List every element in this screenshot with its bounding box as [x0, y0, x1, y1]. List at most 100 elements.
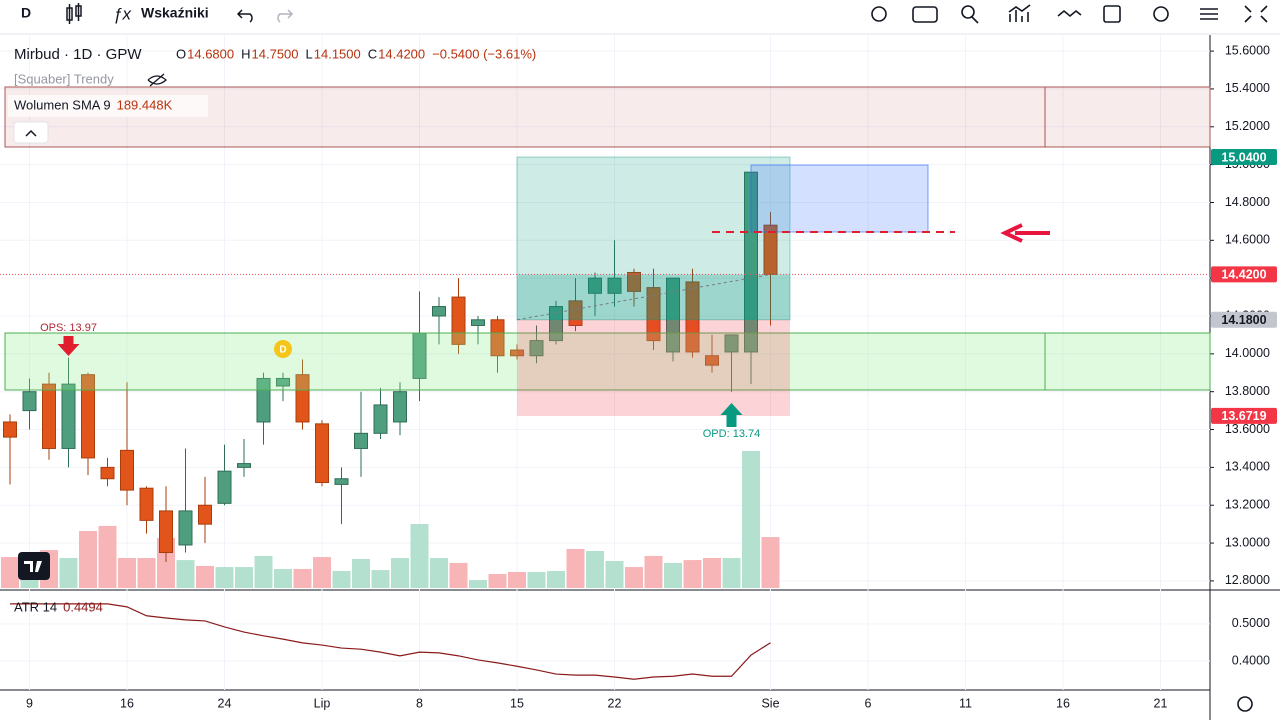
ohlc-change: −0.5400 (−3.61%) — [432, 46, 536, 61]
settings-gear[interactable] — [1237, 696, 1253, 712]
candle-body — [256, 377, 271, 423]
collapse-button[interactable] — [13, 121, 49, 144]
x-tick-label: 21 — [1154, 696, 1168, 710]
price-label-bg — [1211, 149, 1277, 166]
settings-icon[interactable] — [871, 6, 887, 22]
candle-body — [120, 449, 134, 491]
x-tick-label: 8 — [416, 696, 423, 710]
position-loss — [517, 319, 790, 416]
hidden-icon — [147, 73, 167, 87]
volume-bar — [703, 557, 721, 588]
save-icon[interactable] — [1103, 5, 1121, 23]
bars-style-icon[interactable] — [66, 3, 82, 24]
position-trend — [516, 273, 772, 321]
x-tick-label: 16 — [1056, 696, 1070, 710]
volume-bar — [391, 557, 409, 588]
ohlc-key: C — [368, 46, 377, 61]
y-tick-label: 15.2000 — [1225, 119, 1270, 133]
price-label: 14.1800 — [1221, 313, 1266, 327]
volume-bar — [586, 551, 604, 588]
fullscreen-icon[interactable] — [1244, 5, 1268, 23]
candle-body — [666, 277, 680, 353]
position-profit — [516, 156, 791, 321]
snapshot-icon[interactable] — [912, 6, 938, 23]
y-tick-label: 14.0000 — [1225, 346, 1270, 360]
x-tick-label: 11 — [959, 696, 972, 710]
volume-bar — [566, 548, 585, 588]
redo-icon[interactable] — [277, 9, 294, 23]
candle-body — [763, 224, 778, 275]
ohlc-key: H — [241, 46, 250, 61]
candle-body — [3, 421, 17, 438]
volume-sma: 189.448K — [117, 97, 173, 112]
y-tick-label: 13.2000 — [1225, 498, 1270, 512]
x-tick-label: 9 — [26, 696, 33, 710]
candle-body — [354, 432, 368, 449]
volume-bar — [254, 555, 273, 588]
volume-bar — [137, 557, 156, 588]
candle-body — [549, 306, 563, 342]
candle-body — [627, 271, 641, 292]
y-tick-label: 13.0000 — [1225, 535, 1270, 549]
volume-name: Wolumen SMA 9 — [14, 97, 111, 112]
candle-body — [510, 349, 524, 357]
y-tick-label: 14.6000 — [1225, 233, 1270, 247]
undo-icon[interactable] — [236, 9, 253, 23]
y-tick-label: 15.4000 — [1225, 81, 1270, 95]
candle-body — [432, 306, 446, 317]
indicators-icon[interactable]: ƒx — [113, 4, 131, 23]
volume-bar — [644, 555, 663, 588]
ohlc-value: 14.4200 — [378, 46, 425, 61]
candle-body — [198, 504, 212, 525]
candle-body — [490, 319, 505, 357]
position-open-profit — [517, 274, 790, 320]
dividend-label: D — [279, 345, 286, 356]
dividend-marker — [274, 340, 292, 358]
alerts-icon[interactable] — [1057, 9, 1082, 18]
volume-bar — [352, 558, 370, 588]
ohlc-value: 14.1500 — [314, 46, 361, 61]
candle-body — [334, 478, 349, 485]
candle-body — [100, 466, 115, 480]
alarm-icon[interactable] — [1153, 6, 1169, 22]
candle-body — [178, 510, 193, 546]
candle-body — [588, 277, 602, 294]
ohlc-value: 14.7500 — [252, 46, 299, 61]
candle-body — [705, 355, 719, 366]
plot-area: 15.600015.400015.200015.000014.800014.60… — [0, 35, 1280, 720]
volume-bar — [410, 524, 429, 588]
volume-bar — [118, 557, 136, 588]
x-tick-label: Lip — [314, 696, 331, 710]
ohlc-key: O — [176, 46, 186, 61]
price-label-bg — [1211, 266, 1277, 283]
annotation-arrow — [57, 336, 80, 356]
volume-bar — [79, 531, 97, 588]
symbol-button[interactable]: D — [21, 5, 31, 21]
volume-bar — [722, 557, 741, 588]
volume-legend-bg — [8, 95, 208, 117]
candle-body — [646, 287, 661, 342]
toolbar: D ƒx Wskaźniki — [0, 0, 1280, 35]
indicators-button[interactable]: Wskaźniki — [141, 5, 209, 21]
price-label: 14.4200 — [1221, 268, 1266, 282]
chart-title: Mirbud · 1D · GPW — [14, 46, 142, 63]
compare-icon[interactable] — [1008, 4, 1031, 22]
collapse-icon — [25, 129, 37, 137]
candle-body — [315, 423, 329, 484]
candle-body — [568, 300, 583, 326]
y-tick-label: 0.5000 — [1232, 616, 1270, 630]
volume-bar — [332, 571, 351, 588]
atr-last: 0.4494 — [63, 599, 103, 614]
properties-icon[interactable] — [1200, 8, 1218, 20]
candle-body — [159, 510, 173, 554]
candle-body — [61, 383, 76, 449]
volume-bar — [761, 537, 780, 588]
ohlc-value: 14.6800 — [187, 46, 234, 61]
annotation-label: OPD: 13.74 — [703, 428, 760, 440]
volume-bar — [683, 560, 702, 588]
search-icon[interactable] — [961, 5, 975, 19]
candle-body — [373, 404, 388, 434]
annotation-label: OPS: 13.97 — [40, 322, 97, 334]
